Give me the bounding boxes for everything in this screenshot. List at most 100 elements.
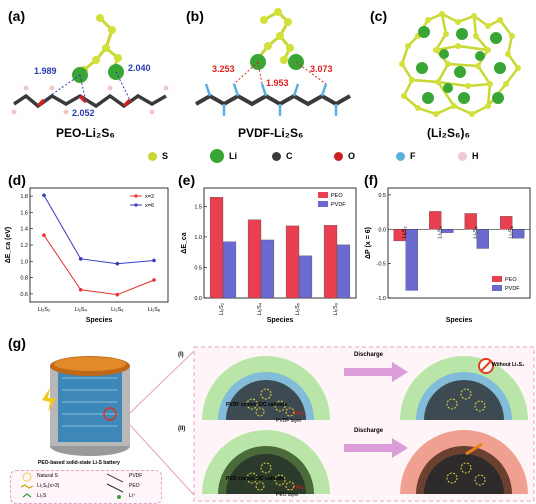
distance-b2: 1.953: [266, 78, 289, 88]
atom-legend-item: F: [396, 148, 416, 164]
y-tick-label: 1.2: [20, 243, 28, 249]
chart-d: 0.6 0.8 1.0 1.2 1.4 1.6 1.8 Li₂S₂ Li₂S₄ Li₂S₆ Li₂S…: [5, 187, 169, 324]
bar-peo: [209, 197, 224, 299]
data-point: [78, 257, 83, 261]
x-tick-label: Li₂S₈: [508, 226, 514, 238]
legend-label: PVDF: [331, 202, 346, 208]
series-line-x2: [43, 234, 155, 296]
without-li2s4: Without Li₂S₄: [492, 362, 525, 368]
x-axis-label: Species: [267, 317, 294, 324]
peo-cathode-after: [400, 430, 528, 494]
panel-e-label: (e): [178, 172, 196, 188]
atom-legend-label: C: [286, 151, 293, 161]
legend-swatch: [492, 285, 502, 291]
series-line-x6: [43, 195, 155, 265]
panel-a-label: (a): [8, 8, 26, 24]
bar-pvdf: [260, 239, 275, 299]
discharge-1-label: Discharge: [354, 352, 384, 358]
y-tick-label: 1.6: [20, 210, 28, 216]
legend-peo: PEO: [129, 483, 140, 489]
row-1-label: (I): [178, 352, 184, 358]
atom-legend-label: F: [410, 151, 416, 161]
peo-li2s6-structure: [11, 14, 169, 115]
row-1-layer: PVDF layer: [276, 418, 302, 424]
distance-a2: 2.052: [72, 108, 95, 118]
bar-peo: [285, 225, 300, 299]
atom-legend-item: H: [458, 148, 479, 164]
data-point: [152, 278, 156, 282]
x-tick-label: Li₂S₄: [257, 302, 263, 315]
battery-caption: PEO-based solid-state Li-S battery: [38, 460, 120, 466]
row-2-label: (II): [178, 426, 186, 432]
legend-label: PEO: [331, 193, 343, 199]
discharge-2-label: Discharge: [354, 428, 384, 434]
legend-li2s: Li₂S: [37, 493, 47, 499]
atom-li-swatch: [210, 149, 224, 163]
plot-frame: [203, 187, 357, 299]
x-tick-label: Li₂S₄: [437, 226, 443, 239]
bar-pvdf: [336, 244, 351, 299]
peo-cathode-before: [202, 430, 330, 494]
atom-legend-label: Li: [229, 151, 237, 161]
data-point: [152, 258, 156, 263]
bar-pvdf: [476, 229, 489, 249]
legend-natural-s: Natural S: [37, 473, 58, 479]
atom-h-swatch: [458, 151, 467, 161]
legend-pvdf: PVDF: [129, 473, 143, 479]
atom-legend-label: S: [162, 151, 169, 161]
atom-f-swatch: [396, 151, 405, 161]
y-axis-label: ΔE_ca: [181, 232, 188, 253]
x-tick-label: Li₂S₂: [219, 303, 225, 315]
legend-li: Li⁺: [129, 493, 136, 499]
row-2-layer: PEO layer: [276, 492, 299, 498]
data-point: [42, 193, 46, 198]
chart-f: -1.0 -0.5 0.0 0.5 Li₂S₂ Li₂S₄ Li₂S₆ Li₂S₈ PEO PVD…: [365, 187, 531, 324]
row-1-cpe: CPEs: [292, 411, 305, 417]
panel-f-label: (f): [364, 172, 378, 188]
panel-b-label: (b): [186, 8, 204, 24]
atom-legend-item: S: [148, 148, 168, 164]
bar-peo: [500, 216, 513, 230]
y-tick-label: 1.8: [20, 194, 28, 200]
legend-label: x=2: [145, 194, 154, 200]
panel-c-title: (Li₂S₆)₆: [427, 126, 470, 140]
y-tick-label: 1.4: [20, 227, 28, 233]
x-tick-label: Li₂S₂: [38, 307, 50, 313]
panel-g-label: (g): [8, 335, 26, 351]
bar-pvdf: [222, 241, 237, 299]
y-tick-label: 0.5: [378, 193, 386, 199]
data-point: [78, 287, 83, 292]
atom-legend-label: O: [348, 151, 356, 161]
bar-pvdf: [405, 229, 418, 291]
distance-b3: 3.073: [310, 64, 333, 74]
x-tick-label: Li₂S₄: [74, 307, 87, 313]
chart-e: 0.0 0.5 1.0 1.5 Li₂S₂ Li₂S₄ Li₂S₆ Li₂S₈ PEO PVDF S…: [181, 187, 357, 324]
x-tick-label: Li₂S₆: [111, 307, 123, 313]
legend-li2sx: Li₂Sₓ(x>3): [37, 483, 60, 489]
x-tick-label: Li₂S₈: [148, 307, 160, 313]
y-tick-label: -1.0: [377, 296, 386, 302]
distance-a3: 2.040: [128, 63, 151, 73]
y-axis-label: ΔE_ca (eV): [5, 227, 12, 264]
discharge-2-arrow: [344, 438, 408, 458]
pvdf-cathode-after: [400, 356, 528, 420]
y-tick-label: 1.0: [194, 235, 202, 241]
y-tick-label: 0.5: [194, 265, 202, 271]
x-tick-label: Li₂S₂: [402, 226, 408, 238]
legend-swatch: [492, 276, 502, 282]
x-tick-label: Li₂S₈: [333, 303, 339, 315]
data-point: [115, 292, 120, 297]
bar-peo: [323, 225, 338, 299]
x-axis-label: Species: [86, 317, 113, 324]
atom-legend-item: Li: [210, 148, 237, 164]
plot-frame: [387, 187, 531, 299]
legend-label: PVDF: [505, 286, 520, 292]
discharge-1-arrow: [344, 362, 408, 382]
legend-label: x=6: [145, 203, 154, 209]
row-2-cpe: CPEs: [292, 485, 305, 491]
bar-pvdf: [441, 229, 454, 233]
data-point: [115, 261, 120, 266]
row-1-cathode: PVDF coated S/C cathode: [226, 402, 288, 408]
distance-b1: 3.253: [212, 64, 235, 74]
legend-swatch: [318, 201, 328, 207]
